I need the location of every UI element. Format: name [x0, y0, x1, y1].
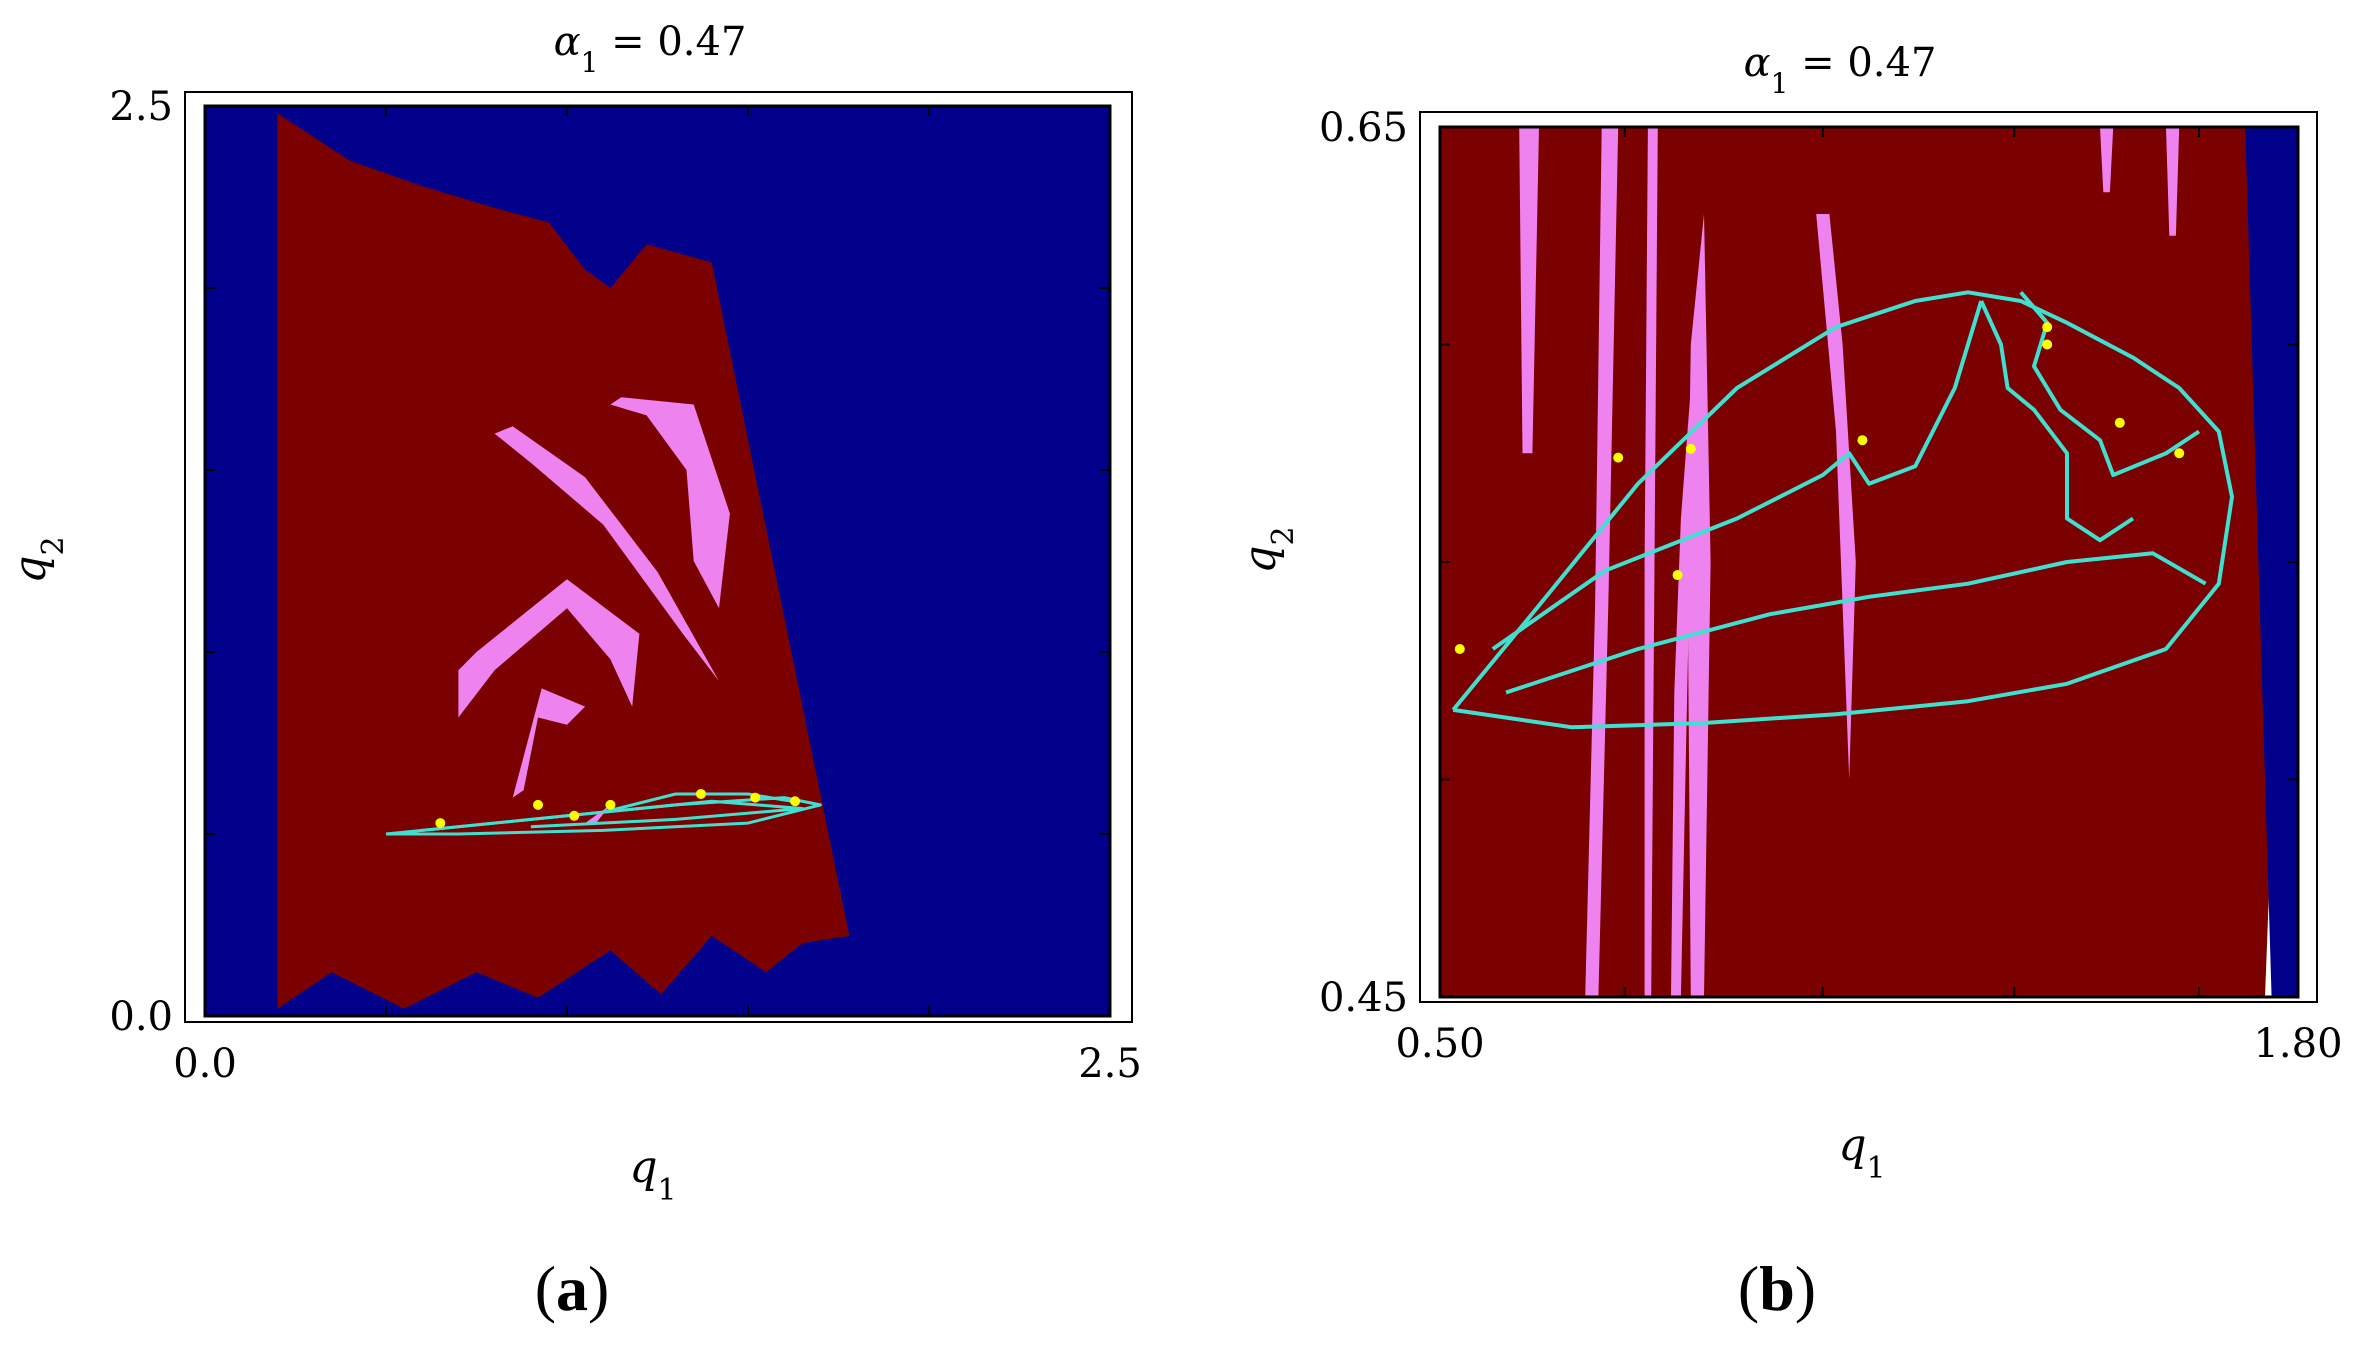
region-secondary-region-b-2 [1519, 127, 1539, 454]
periodic-point-b-2 [1672, 570, 1683, 581]
region-secondary-region-b-4 [1644, 127, 1658, 997]
attractor-curve-b-1 [1491, 300, 1984, 651]
panel-a: α1 = 0.47 0.0 2.5 0.0 2.5 q1 q2 (a) [5, 19, 1142, 1324]
panel-b-ylabel: q2 [1235, 526, 1301, 573]
region-secondary-region-b-7 [1816, 214, 1856, 780]
basin-map-a [205, 106, 1110, 1016]
region-secondary-region-b-3 [1585, 127, 1619, 997]
panel-b: α1 = 0.47 0.50 1.80 0.45 0.65 q1 q2 (b) [1235, 40, 2343, 1324]
x-tick-label-a-1: 2.5 [1078, 1041, 1142, 1087]
periodic-point-b-6 [2042, 322, 2053, 333]
panel-a-ylabel: q2 [5, 536, 71, 583]
region-secondary-region-a-3 [610, 397, 730, 609]
y-tick-label-b-1: 0.65 [1319, 105, 1408, 151]
periodic-point-b-5 [2042, 339, 2053, 350]
periodic-point-a-4 [695, 788, 706, 799]
panel-b-xlabel: q1 [1838, 1120, 1885, 1186]
periodic-point-a-1 [533, 799, 544, 810]
x-tick-label-b-0: 0.50 [1395, 1021, 1484, 1067]
region-secondary-region-b-8 [2100, 127, 2114, 193]
periodic-point-b-0 [1454, 644, 1465, 654]
periodic-point-b-8 [2174, 448, 2185, 459]
attractor-curve-b-4 [1979, 300, 2135, 543]
region-secondary-region-b-5 [1671, 344, 1704, 997]
region-bounded-region-a-1 [277, 113, 850, 1009]
basin-map-b [1440, 127, 2298, 997]
region-secondary-region-a-5 [512, 688, 586, 798]
periodic-point-a-0 [435, 818, 446, 829]
periodic-point-b-3 [1685, 443, 1696, 454]
periodic-point-a-2 [569, 810, 580, 821]
y-tick-label-a-0: 0.0 [109, 994, 173, 1040]
region-secondary-region-b-9 [2166, 127, 2180, 236]
region-secondary-region-a-4 [458, 579, 640, 718]
periodic-point-a-5 [750, 792, 761, 803]
plot-area-a: 0.0 2.5 0.0 2.5 [109, 84, 1141, 1087]
region-escape-region-b-1 [2245, 127, 2298, 997]
y-tick-label-b-0: 0.45 [1319, 975, 1408, 1021]
attractor-curve-b-2 [1505, 551, 2207, 695]
panel-a-label: (a) [535, 1253, 610, 1324]
panel-b-title: α1 = 0.47 [1744, 40, 1937, 100]
panel-a-title: α1 = 0.47 [554, 19, 747, 79]
x-tick-label-b-1: 1.80 [2253, 1021, 2342, 1067]
attractor-curve-a-2 [602, 792, 792, 814]
axes-box-a [203, 104, 1112, 1018]
periodic-point-a-3 [605, 799, 616, 810]
region-secondary-region-b-6 [1687, 214, 1711, 997]
panel-b-label: (b) [1738, 1253, 1816, 1324]
attractor-curve-b-0 [1451, 290, 2234, 730]
periodic-point-b-4 [1857, 435, 1868, 446]
plot-area-b: 0.50 1.80 0.45 0.65 [1319, 105, 2343, 1067]
panel-a-xlabel: q1 [629, 1142, 676, 1208]
x-tick-label-a-0: 0.0 [173, 1041, 237, 1087]
periodic-point-a-6 [790, 796, 801, 807]
y-tick-label-a-1: 2.5 [109, 84, 173, 130]
periodic-point-b-7 [2114, 417, 2125, 428]
attractor-curve-a-1 [422, 799, 804, 832]
periodic-point-b-1 [1613, 452, 1624, 463]
